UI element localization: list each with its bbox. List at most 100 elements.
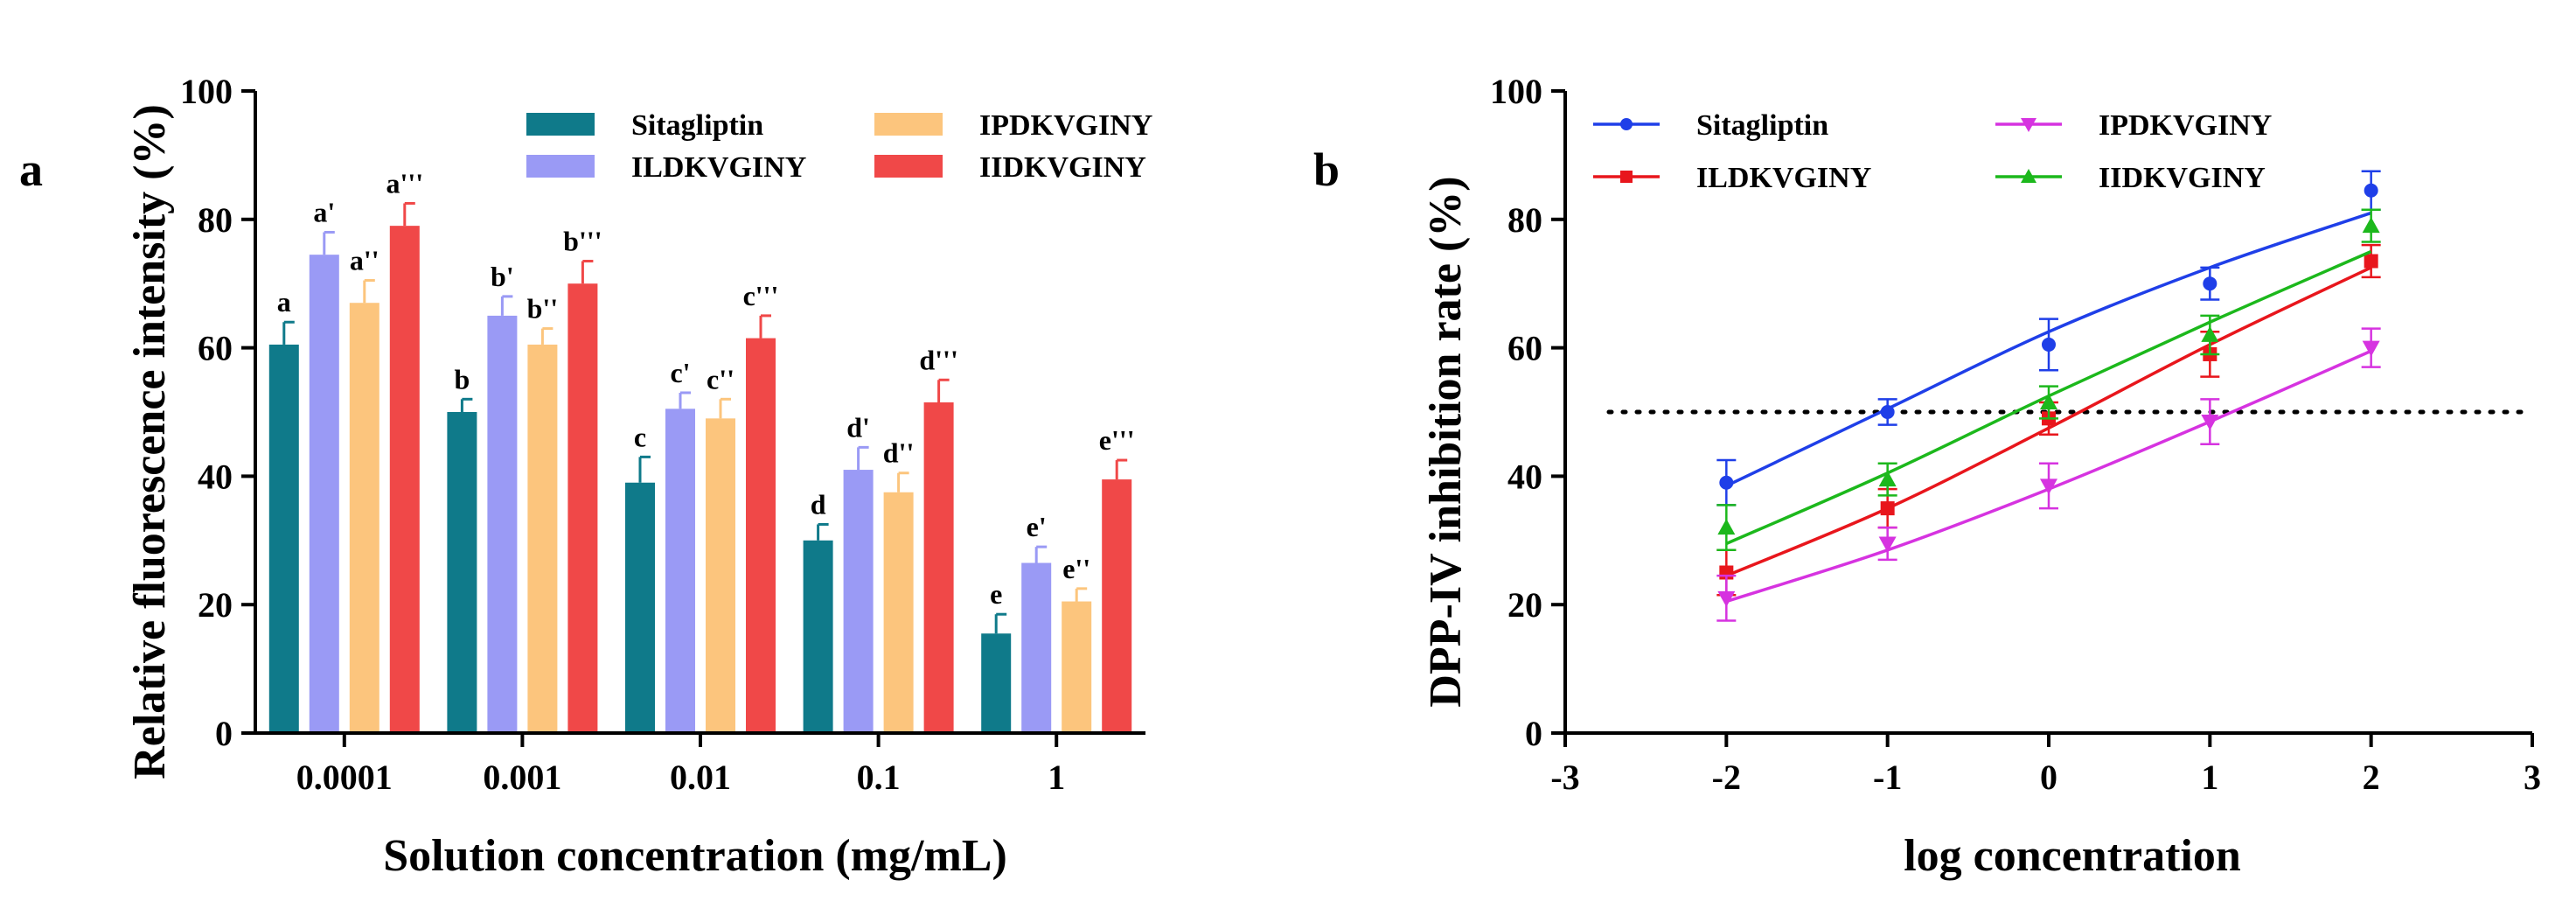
bar	[843, 470, 874, 733]
panel-a-y-axis-title: Relative fluorescence intensity (%)	[125, 104, 175, 779]
panel-a-x-axis-title: Solution concentration (mg/mL)	[383, 831, 1007, 881]
panel-b-x-axis-title: log concentration	[1904, 831, 2241, 881]
bar-significance-label: d''	[883, 437, 915, 469]
legend-label: IPDKVGINY	[2099, 109, 2272, 142]
y-tick-label: 40	[198, 457, 233, 496]
legend-label: ILDKVGINY	[631, 151, 806, 184]
panel-a-bar-chart: a a a' a'' a''' b b' b'' b''' c c' c'' c''' d d' d'' d'…	[19, 72, 1152, 881]
x-tick-label: 3	[2524, 758, 2541, 797]
y-tick-label: 20	[198, 585, 233, 625]
data-point	[2203, 276, 2217, 291]
bar-significance-label: d'	[846, 411, 870, 443]
x-tick-label: -1	[1873, 758, 1902, 797]
bar	[1102, 479, 1132, 733]
bar-significance-label: c''	[707, 363, 735, 395]
data-point	[2362, 340, 2380, 357]
legend-marker	[1620, 171, 1633, 183]
data-point	[1717, 590, 1736, 607]
bar	[1021, 562, 1052, 733]
data-point	[1878, 536, 1897, 553]
bar-significance-label: a	[277, 286, 291, 318]
panel-a-label: a	[19, 143, 43, 196]
legend-label: IPDKVGINY	[979, 109, 1152, 142]
x-tick-label: -3	[1550, 758, 1579, 797]
bar-significance-label: a'	[313, 196, 335, 227]
data-point	[2201, 415, 2219, 431]
y-tick-label: 40	[1507, 457, 1542, 496]
bar-significance-label: a''	[350, 245, 379, 276]
data-point	[1719, 475, 1734, 490]
y-tick-label: 100	[180, 72, 233, 111]
bar	[981, 633, 1012, 733]
y-tick-label: 60	[1507, 329, 1542, 368]
y-tick-label: 60	[198, 329, 233, 368]
legend-marker	[2021, 169, 2036, 183]
data-point	[2040, 393, 2057, 409]
legend-label: Sitagliptin	[631, 109, 763, 142]
legend-marker	[1620, 118, 1633, 130]
x-tick-label: 0	[2040, 758, 2057, 797]
x-tick-label: -2	[1712, 758, 1741, 797]
legend-label: IIDKVGINY	[2099, 162, 2266, 194]
panel-b-label: b	[1313, 143, 1340, 196]
legend-label: ILDKVGINY	[1696, 162, 1871, 194]
bar	[389, 226, 420, 733]
bar	[706, 418, 735, 733]
panel-b-y-axis-title: DPP-IV inhibition rate (%)	[1421, 176, 1471, 707]
panel-a-legend: Sitagliptin ILDKVGINY IPDKVGINY IIDKVGINY	[526, 109, 1152, 184]
legend-label: IIDKVGINY	[979, 151, 1146, 184]
bar-significance-label: c'	[670, 357, 690, 388]
bar	[349, 303, 379, 733]
bar	[567, 283, 598, 733]
data-point	[2042, 337, 2056, 352]
data-point	[1717, 519, 1736, 535]
x-tick-label: 0.0001	[296, 758, 393, 797]
panel-b-marks	[1606, 170, 2526, 622]
bar	[665, 409, 695, 733]
data-point	[2364, 254, 2378, 269]
bar	[309, 255, 339, 733]
y-tick-label: 0	[1525, 714, 1542, 753]
bar-significance-label: e''	[1062, 553, 1090, 584]
panel-b-axes: -3 -2 -1 0 1 2 3 0 20 40 60 80 100	[1490, 72, 2541, 797]
bar	[746, 338, 776, 733]
bar	[883, 492, 914, 733]
bar-significance-label: c	[634, 421, 646, 452]
x-tick-label: 0.01	[670, 758, 731, 797]
legend-swatch	[526, 155, 595, 178]
data-point	[1880, 405, 1895, 419]
panel-b-legend: Sitagliptin ILDKVGINY IPDKVGINY IIDKVGINY	[1593, 109, 2272, 194]
bar-significance-label: d'''	[919, 344, 957, 375]
bar-significance-label: d	[811, 488, 826, 520]
data-point	[2362, 217, 2380, 234]
panel-b-line-chart: b -3 -2 -1 0 1 2 3 0 20 40 60 80 100 Sitagliptin ILDK…	[1313, 72, 2541, 881]
legend-swatch	[874, 155, 943, 178]
x-tick-label: 1	[1048, 758, 1065, 797]
bar-significance-label: c'''	[743, 280, 779, 311]
data-point	[2201, 325, 2219, 342]
data-point	[2040, 478, 2057, 495]
x-tick-label: 1	[2201, 758, 2218, 797]
legend-marker	[2021, 118, 2036, 132]
legend-swatch	[874, 113, 943, 136]
y-tick-label: 20	[1507, 585, 1542, 625]
bar-significance-label: e'	[1027, 511, 1047, 542]
data-point	[1880, 501, 1895, 516]
bar	[1062, 601, 1092, 733]
bar	[527, 344, 558, 733]
x-tick-label: 0.1	[857, 758, 901, 797]
bar	[625, 482, 655, 733]
bar	[803, 540, 833, 733]
bar-significance-label: b	[455, 363, 470, 395]
bar-significance-label: e	[990, 578, 1002, 610]
bar-significance-label: b''	[527, 293, 559, 325]
bar	[268, 344, 299, 733]
y-tick-label: 0	[215, 714, 233, 753]
y-tick-label: 80	[1507, 200, 1542, 240]
y-tick-label: 80	[198, 200, 233, 240]
legend-label: Sitagliptin	[1696, 109, 1828, 142]
y-tick-label: 100	[1490, 72, 1542, 111]
panel-a-axes: 0.0001 0.001 0.01 0.1 1 0 20 40 60 80 100	[180, 72, 1145, 797]
data-point	[2364, 183, 2378, 198]
